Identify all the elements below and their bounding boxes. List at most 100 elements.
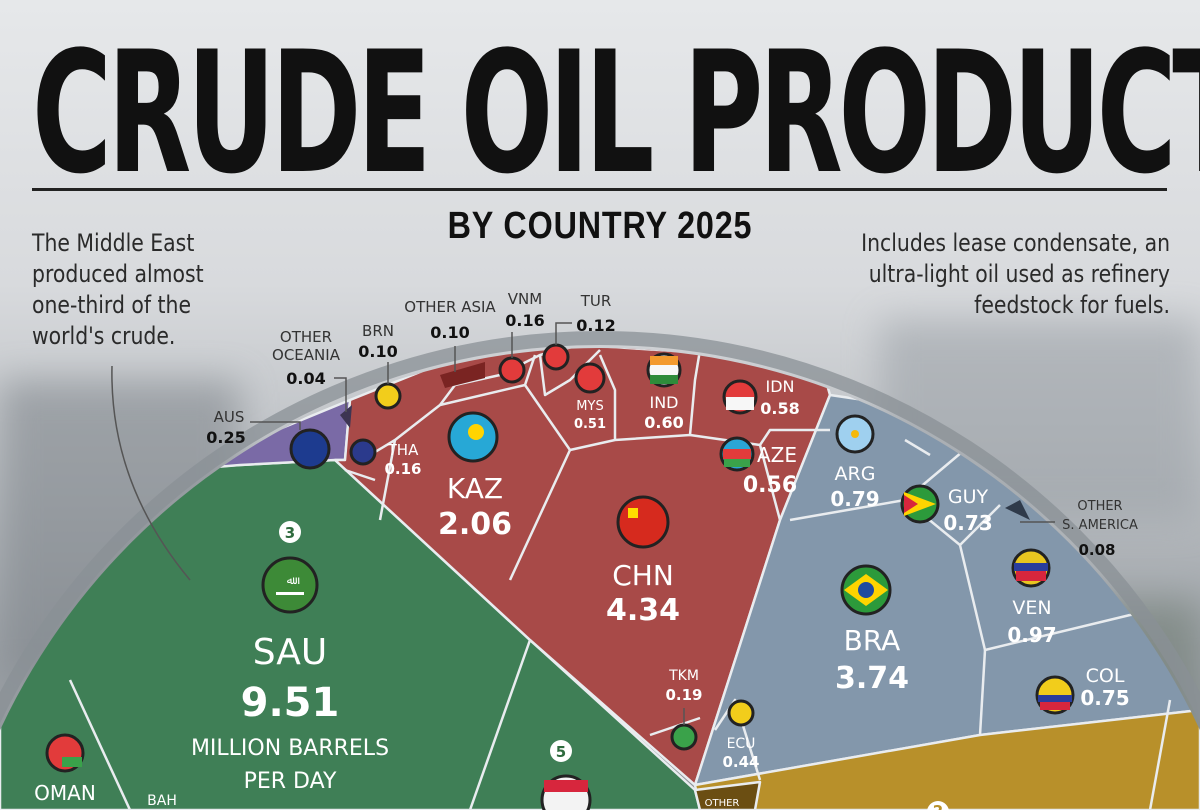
label-mys-value: 0.51 xyxy=(574,417,606,432)
label-tur-code: TUR xyxy=(580,292,612,310)
label-arg-value: 0.79 xyxy=(830,487,879,511)
label-tha-value: 0.16 xyxy=(384,460,421,478)
cell-other-asia xyxy=(440,362,485,388)
flag-tha-icon xyxy=(349,438,377,466)
label-brn-code: BRN xyxy=(362,322,394,340)
label-tkm-code: TKM xyxy=(668,668,699,684)
label-other-asia-value: 0.10 xyxy=(430,323,469,342)
flags xyxy=(45,343,1075,810)
flag-irq-red xyxy=(544,780,588,792)
cell-other-s-america xyxy=(1005,500,1030,520)
label-aus-code: AUS xyxy=(214,408,245,426)
annotation-middle-east: The Middle East produced almost one-thir… xyxy=(32,229,204,350)
label-ecu-code: ECU xyxy=(727,736,756,752)
flag-col-blue xyxy=(1038,695,1072,702)
label-bra-value: 3.74 xyxy=(835,661,909,696)
connector-other-oceania xyxy=(334,377,347,412)
flag-tkm-icon xyxy=(670,723,698,751)
flag-ven-blue xyxy=(1014,563,1048,571)
svg-text:3: 3 xyxy=(285,524,295,542)
label-idn-value: 0.58 xyxy=(760,399,799,418)
flag-sau-icon xyxy=(261,556,319,614)
label-aze-value: 0.56 xyxy=(743,473,797,498)
label-vnm-code: VNM xyxy=(508,290,542,308)
rank-badge-irq xyxy=(550,740,572,762)
flag-ecu-icon xyxy=(727,699,755,727)
connector-tur xyxy=(555,322,572,345)
label-ind-code: IND xyxy=(649,393,678,412)
label-col-value: 0.75 xyxy=(1080,686,1129,710)
flag-guy-arrow xyxy=(904,492,936,516)
title-divider xyxy=(32,188,1167,191)
label-other-oceania-line1: OTHER xyxy=(280,328,332,346)
flag-ind-saffron xyxy=(650,356,678,365)
callout-connectors xyxy=(111,322,1055,725)
flag-ind-green xyxy=(650,375,678,384)
label-sau-unit2: PER DAY xyxy=(244,769,337,794)
label-other-oceania-value: 0.04 xyxy=(286,369,325,388)
label-chn-code: CHN xyxy=(612,559,674,592)
label-guy-value: 0.73 xyxy=(943,511,992,535)
flag-brn-icon xyxy=(374,382,402,410)
label-sau-value: 9.51 xyxy=(241,680,340,726)
label-tur-value: 0.12 xyxy=(576,316,615,335)
flag-idn-white xyxy=(726,397,754,410)
label-ind-value: 0.60 xyxy=(644,413,683,432)
label-kaz-code: KAZ xyxy=(447,472,503,505)
label-other-sa-value: 0.08 xyxy=(1078,541,1115,559)
flag-bra-globe xyxy=(858,582,874,598)
external-labels: OTHER OCEANIA 0.04 BRN 0.10 OTHER ASIA 0… xyxy=(206,290,1138,559)
label-bah-code: BAH xyxy=(147,793,177,809)
label-chn-value: 4.34 xyxy=(606,593,680,628)
flag-arg-sun xyxy=(851,430,859,438)
flag-oman-green xyxy=(62,757,82,767)
rank-badge-north-america xyxy=(927,801,949,810)
label-other-oceania-line2: OCEANIA xyxy=(272,346,341,364)
label-oman-code: OMAN xyxy=(34,781,96,805)
label-mys-code: MYS xyxy=(576,399,603,414)
flag-aze-red xyxy=(723,449,751,459)
flag-mys-icon xyxy=(574,362,606,394)
flag-vnm-icon xyxy=(498,356,526,384)
flag-chn-star xyxy=(628,508,638,518)
flag-ven-red xyxy=(1016,571,1046,581)
svg-text:2: 2 xyxy=(933,802,943,810)
label-aze-code: AZE xyxy=(757,443,797,467)
rank-badges: 3 5 2 xyxy=(279,521,949,810)
flag-kaz-sun xyxy=(468,424,484,440)
label-guy-code: GUY xyxy=(948,486,989,508)
cell-labels: SAU 9.51 MILLION BARRELS PER DAY CHN 4.3… xyxy=(34,377,1130,809)
flag-tur-icon xyxy=(542,343,570,371)
flag-aze-green xyxy=(724,459,750,467)
label-sau-unit1: MILLION BARRELS xyxy=(191,736,389,761)
label-ven-value: 0.97 xyxy=(1007,623,1056,647)
flag-guy-triangle xyxy=(904,495,918,513)
flag-sau-sword xyxy=(276,592,304,595)
label-other-sa-line1: OTHER xyxy=(1077,499,1122,514)
label-brn-value: 0.10 xyxy=(358,342,397,361)
label-other-asia-line1: OTHER ASIA xyxy=(404,298,496,316)
flag-chn-icon xyxy=(616,495,670,549)
flag-aus-icon xyxy=(289,428,331,470)
label-ven-code: VEN xyxy=(1012,597,1051,619)
flag-col-red xyxy=(1040,702,1070,710)
label-aus-value: 0.25 xyxy=(206,428,245,447)
page-subtitle: BY COUNTRY 2025 xyxy=(447,205,753,247)
connector-middle-east-note xyxy=(111,365,191,581)
svg-text:5: 5 xyxy=(556,743,566,761)
label-kaz-value: 2.06 xyxy=(438,507,512,542)
region-other-dark xyxy=(693,780,762,810)
label-vnm-value: 0.16 xyxy=(505,311,544,330)
label-ecu-value: 0.44 xyxy=(722,753,759,771)
label-arg-code: ARG xyxy=(835,463,876,485)
connector-aus xyxy=(250,421,301,430)
label-sau-code: SAU xyxy=(253,632,328,673)
cell-other-oceania xyxy=(340,405,352,428)
label-tha-code: THA xyxy=(387,441,419,459)
label-other-bottom: OTHER xyxy=(705,798,740,809)
chart-rim xyxy=(0,331,1200,724)
annotation-lease-condensate: Includes lease condensate, an ultra-ligh… xyxy=(861,229,1170,319)
label-col-code: COL xyxy=(1086,665,1125,687)
label-tkm-value: 0.19 xyxy=(665,686,702,704)
